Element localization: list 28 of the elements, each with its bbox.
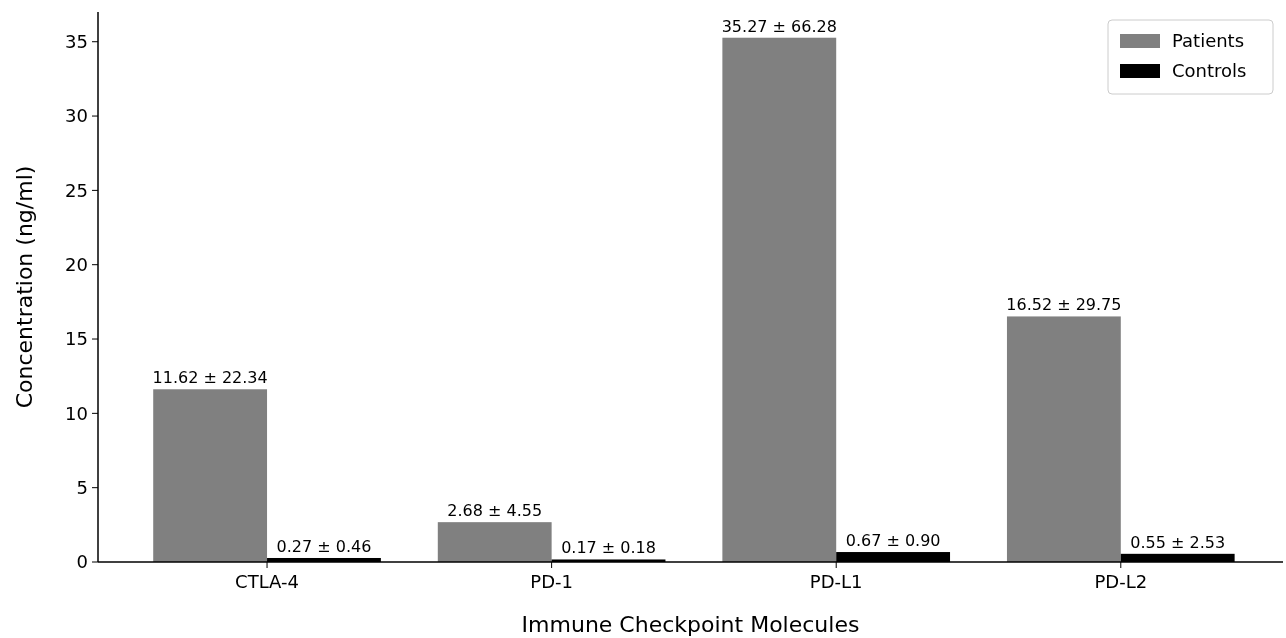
bar bbox=[153, 389, 268, 562]
x-tick-label: PD-L2 bbox=[1094, 571, 1148, 592]
x-axis-title: Immune Checkpoint Molecules bbox=[521, 612, 860, 637]
legend-label: Patients bbox=[1172, 30, 1245, 52]
y-tick-label: 35 bbox=[65, 31, 88, 53]
data-label: 0.55 ± 2.53 bbox=[1130, 532, 1226, 552]
x-tick-label: PD-1 bbox=[530, 571, 573, 592]
data-label: 16.52 ± 29.75 bbox=[1006, 295, 1122, 315]
data-label: 0.17 ± 0.18 bbox=[561, 538, 656, 558]
x-tick-label: PD-L1 bbox=[809, 571, 863, 592]
y-tick-label: 20 bbox=[65, 254, 88, 275]
y-tick-label: 0 bbox=[76, 551, 88, 573]
data-label: 11.62 ± 22.34 bbox=[152, 368, 268, 388]
data-label: 35.27 ± 66.28 bbox=[721, 16, 837, 36]
data-label: 2.68 ± 4.55 bbox=[447, 501, 543, 521]
y-tick-label: 25 bbox=[65, 179, 88, 201]
data-label: 0.27 ± 0.46 bbox=[276, 536, 372, 556]
y-axis-title: Concentration (ng/ml) bbox=[12, 165, 37, 409]
data-label: 0.67 ± 0.90 bbox=[845, 531, 941, 551]
y-tick-label: 10 bbox=[65, 402, 88, 424]
bar bbox=[437, 522, 552, 562]
bar bbox=[722, 37, 837, 562]
bar bbox=[1006, 316, 1121, 562]
legend-label: Controls bbox=[1172, 60, 1247, 82]
x-tick-label: CTLA-4 bbox=[235, 571, 299, 592]
y-tick-label: 30 bbox=[65, 105, 88, 127]
y-tick-label: 15 bbox=[65, 328, 88, 350]
y-tick-label: 5 bbox=[76, 476, 88, 498]
